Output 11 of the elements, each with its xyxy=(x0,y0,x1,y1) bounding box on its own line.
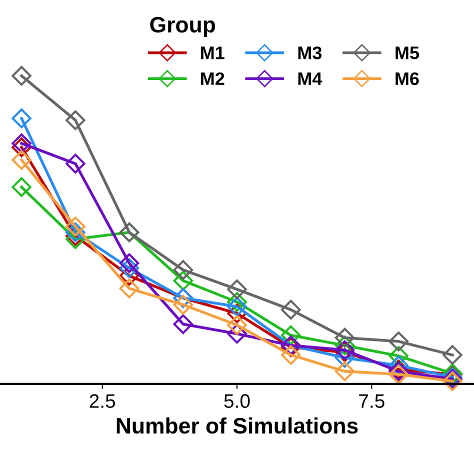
legend-label: M5 xyxy=(396,46,420,60)
x-tick-label: 2.5 xyxy=(90,394,116,408)
legend-label: M4 xyxy=(298,72,322,85)
x-tick-label: 5.0 xyxy=(224,394,250,408)
legend-title: Group xyxy=(150,16,216,37)
legend-label: M6 xyxy=(396,72,419,86)
x-axis-title: Number of Simulations xyxy=(116,417,358,434)
legend-label: M1 xyxy=(201,46,224,60)
x-tick-label: 7.5 xyxy=(359,394,384,408)
legend-label: M3 xyxy=(298,46,322,60)
legend-label: M2 xyxy=(201,72,224,85)
